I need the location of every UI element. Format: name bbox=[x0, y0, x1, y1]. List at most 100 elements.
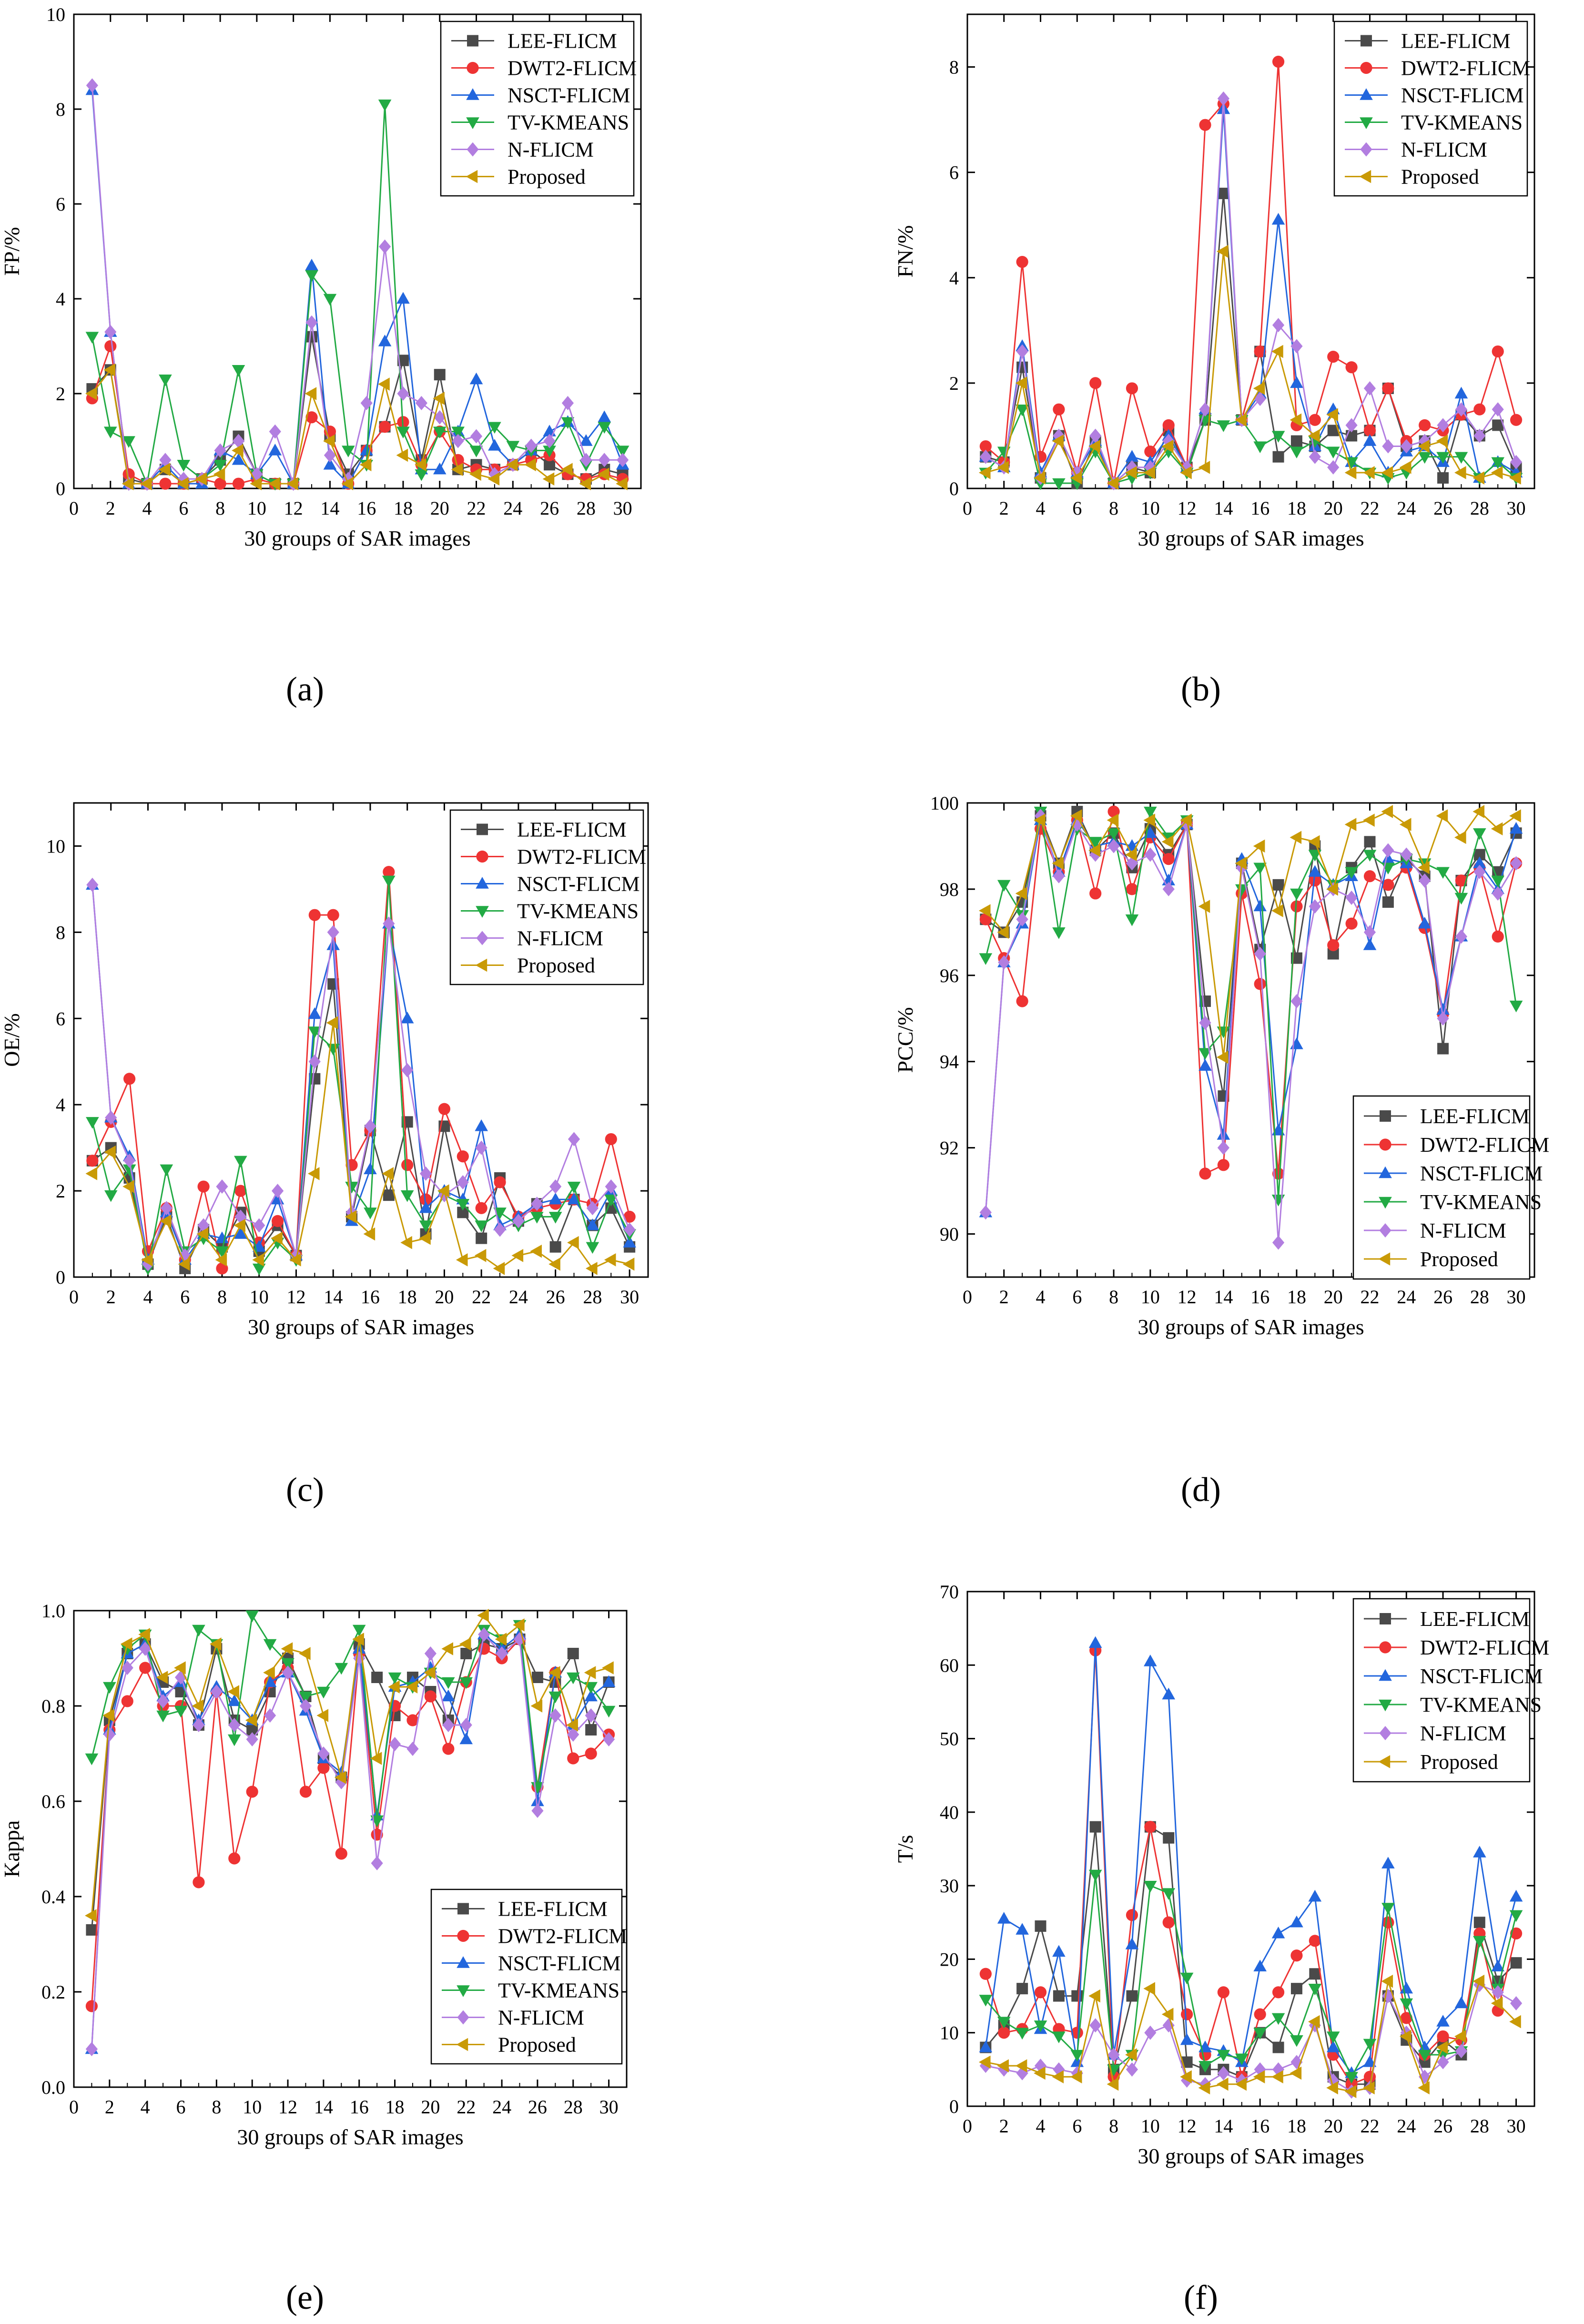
legend-item-n-flicm: N-FLICM bbox=[1345, 138, 1487, 162]
data-point bbox=[469, 372, 483, 385]
data-point bbox=[585, 1747, 597, 1760]
x-tick-label: 4 bbox=[141, 2096, 150, 2118]
data-point bbox=[308, 1007, 322, 1019]
data-point bbox=[159, 453, 172, 467]
y-tick-label: 1.0 bbox=[41, 1600, 65, 1622]
data-point bbox=[1144, 806, 1157, 819]
x-tick-label: 14 bbox=[320, 497, 339, 519]
data-point bbox=[85, 387, 97, 400]
data-point bbox=[215, 1231, 229, 1243]
x-tick-label: 26 bbox=[1433, 497, 1452, 519]
x-tick-label: 14 bbox=[314, 2096, 333, 2118]
data-point bbox=[105, 1110, 117, 1125]
data-point bbox=[1290, 435, 1302, 447]
data-point bbox=[104, 1145, 116, 1159]
data-point bbox=[1290, 1983, 1302, 1995]
data-point bbox=[1437, 418, 1449, 433]
data-point bbox=[1437, 472, 1449, 484]
legend-label: NSCT-FLICM bbox=[508, 84, 630, 107]
data-point bbox=[1455, 874, 1468, 887]
panel-f-caption: (f) bbox=[1184, 2278, 1218, 2316]
data-point bbox=[1126, 1909, 1138, 1921]
data-point bbox=[85, 1167, 98, 1180]
y-tick-label: 70 bbox=[940, 1581, 959, 1603]
data-point bbox=[1162, 419, 1175, 431]
data-point bbox=[1144, 1821, 1157, 1833]
data-point bbox=[396, 292, 410, 304]
data-point bbox=[1272, 879, 1284, 891]
legend-item-dwt2-flicm: DWT2-FLICM bbox=[1364, 1133, 1549, 1157]
data-point bbox=[1418, 916, 1432, 929]
legend-label: Proposed bbox=[1420, 1248, 1498, 1271]
data-point bbox=[1364, 836, 1376, 848]
data-point bbox=[1052, 927, 1066, 939]
legend-item-tv-kmeans: TV-KMEANS bbox=[1345, 111, 1523, 134]
x-tick-label: 18 bbox=[1287, 1286, 1306, 1308]
data-point bbox=[327, 925, 339, 940]
data-point bbox=[1363, 813, 1375, 827]
data-point bbox=[1144, 847, 1157, 862]
data-point bbox=[264, 1708, 276, 1723]
legend-item-proposed: Proposed bbox=[442, 2033, 576, 2057]
legend-label: LEE-FLICM bbox=[498, 1898, 608, 1921]
data-point bbox=[1107, 2077, 1119, 2091]
data-point bbox=[530, 1212, 544, 1224]
data-point bbox=[979, 1968, 992, 1980]
data-point bbox=[160, 1201, 173, 1216]
data-point bbox=[1180, 2033, 1194, 2045]
plot-frame bbox=[73, 802, 649, 1278]
data-point bbox=[548, 1666, 560, 1679]
data-point bbox=[513, 1618, 525, 1632]
x-tick-label: 4 bbox=[1036, 497, 1046, 519]
data-point bbox=[1363, 2081, 1375, 2095]
data-point bbox=[406, 1680, 418, 1694]
data-point bbox=[1473, 828, 1486, 840]
data-point bbox=[232, 477, 245, 490]
data-point bbox=[388, 1672, 402, 1685]
data-point bbox=[159, 1214, 172, 1228]
data-point bbox=[441, 1642, 454, 1655]
data-point bbox=[602, 1705, 616, 1718]
data-point bbox=[543, 446, 556, 457]
data-point bbox=[156, 1671, 168, 1684]
data-point bbox=[1254, 946, 1266, 961]
data-point bbox=[317, 1746, 330, 1761]
data-point bbox=[271, 1215, 284, 1228]
data-point bbox=[122, 468, 135, 480]
data-point bbox=[1217, 2066, 1230, 2080]
data-point bbox=[104, 340, 117, 353]
data-point bbox=[979, 2040, 993, 2052]
data-point bbox=[1271, 2013, 1285, 2025]
data-point bbox=[382, 875, 396, 888]
y-tick-label: 30 bbox=[940, 1875, 959, 1897]
data-point bbox=[488, 439, 501, 451]
data-point bbox=[1509, 809, 1521, 822]
data-point bbox=[1271, 1927, 1285, 1938]
data-point bbox=[586, 1218, 599, 1230]
legend-swatch-marker bbox=[1379, 1197, 1392, 1209]
data-point bbox=[305, 258, 318, 271]
data-point bbox=[364, 1162, 377, 1175]
x-tick-label: 12 bbox=[286, 1286, 305, 1308]
data-point bbox=[299, 1699, 312, 1713]
data-point bbox=[1088, 439, 1100, 453]
data-point bbox=[1235, 413, 1247, 427]
x-tick-label: 24 bbox=[509, 1286, 528, 1308]
data-point bbox=[1015, 1923, 1029, 1935]
data-point bbox=[1144, 2025, 1157, 2040]
data-point bbox=[192, 1699, 204, 1713]
data-point bbox=[459, 1637, 471, 1651]
data-point bbox=[488, 422, 501, 434]
data-point bbox=[1363, 925, 1376, 940]
data-point bbox=[245, 1714, 257, 1727]
legend-item-dwt2-flicm: DWT2-FLICM bbox=[451, 57, 637, 80]
data-point bbox=[1363, 938, 1377, 950]
data-point bbox=[1070, 471, 1082, 485]
data-point bbox=[1308, 1983, 1322, 1996]
data-point bbox=[1455, 402, 1468, 417]
data-point bbox=[477, 1609, 489, 1622]
data-point bbox=[1198, 1059, 1212, 1071]
data-point bbox=[549, 1708, 561, 1723]
data-point bbox=[1217, 1128, 1230, 1140]
x-tick-label: 8 bbox=[215, 497, 225, 519]
